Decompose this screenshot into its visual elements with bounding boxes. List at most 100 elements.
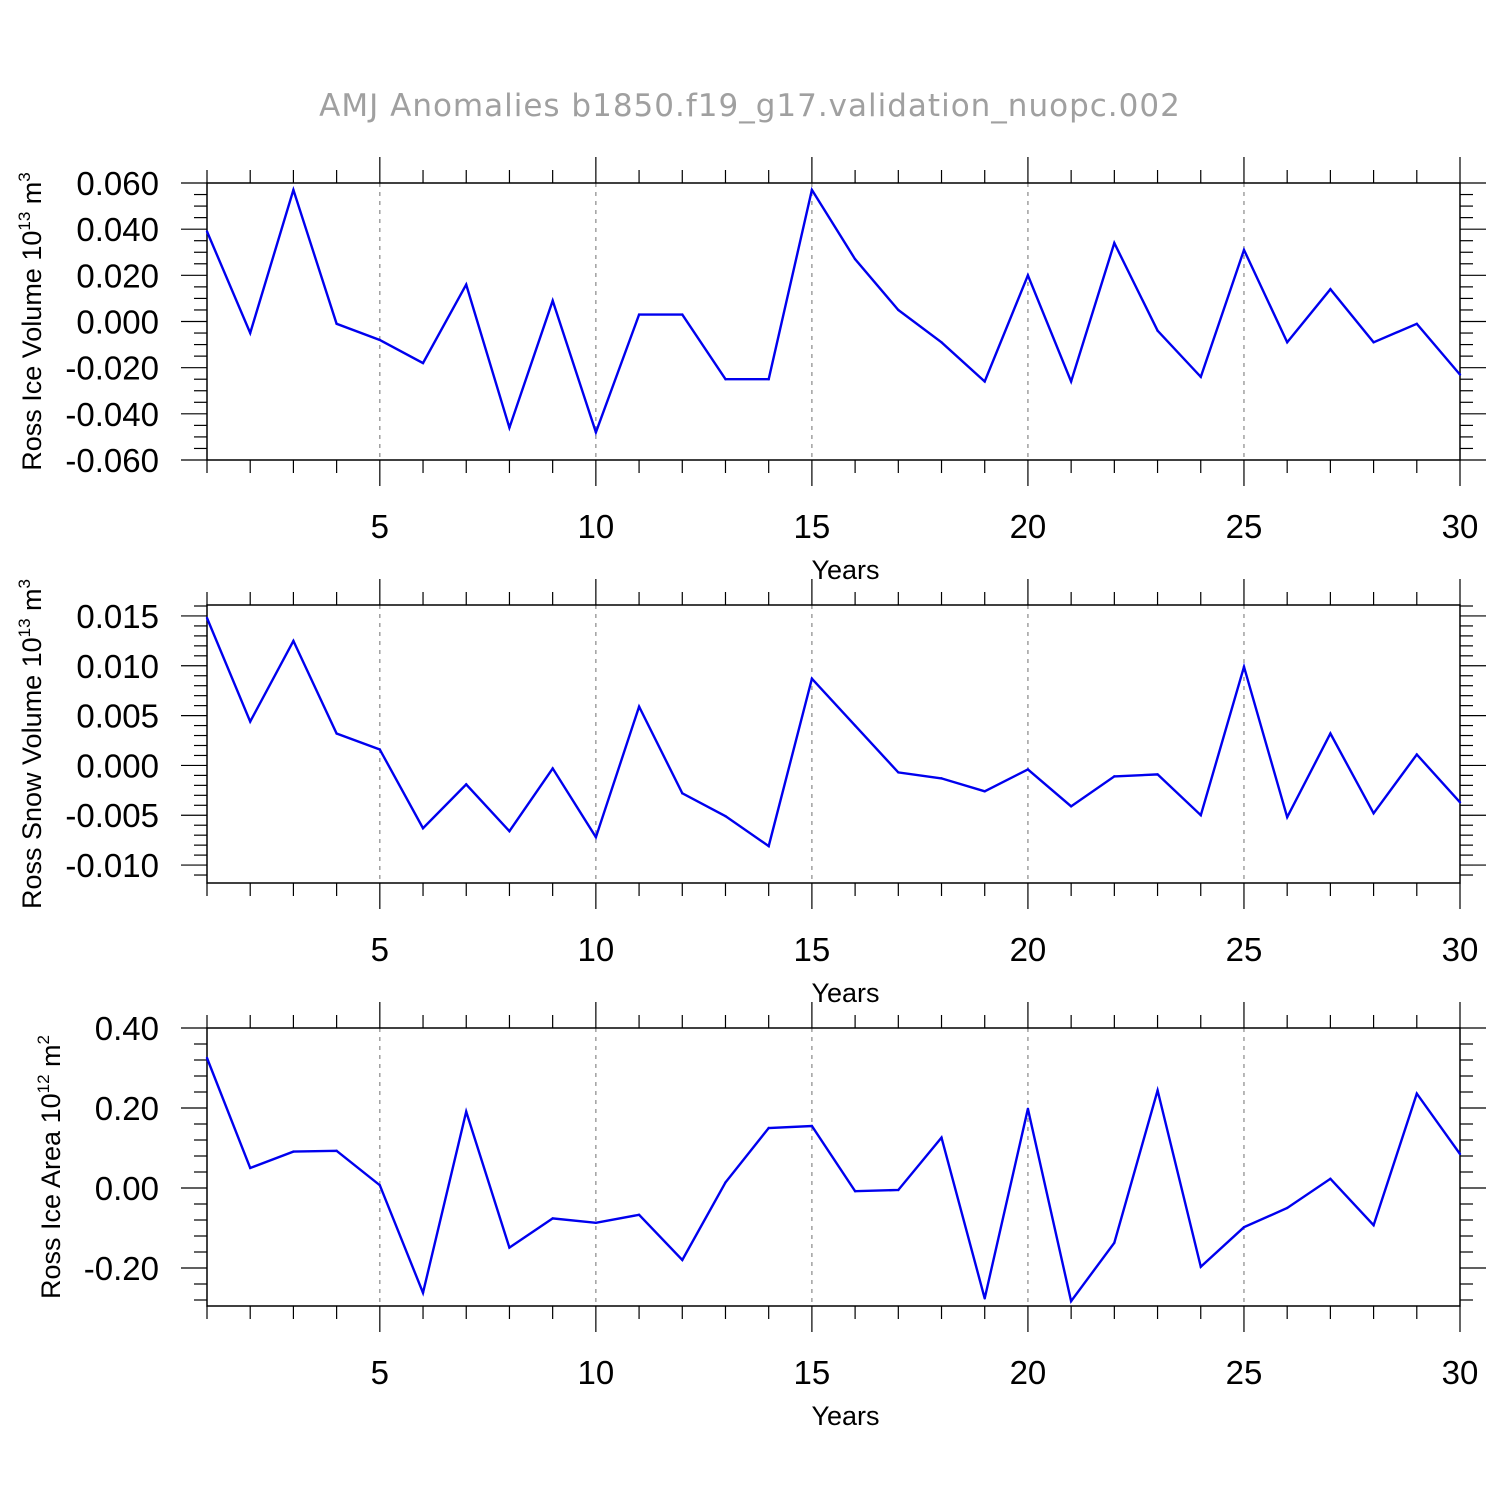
data-point — [1242, 665, 1246, 668]
data-point — [637, 705, 641, 708]
data-point — [1113, 775, 1116, 778]
data-point — [940, 341, 943, 344]
data-point — [853, 724, 857, 727]
data-point — [1415, 1092, 1418, 1095]
y-axis-label-part: m — [36, 1044, 66, 1074]
data-point — [378, 338, 382, 342]
data-point — [508, 1246, 511, 1249]
plot-panel-1: 5 10 15 20 25 30 Years -0.060 -0.040 -0.020 0.000 0… — [15, 157, 1486, 585]
data-point — [205, 1056, 209, 1060]
plot-frame — [206, 1027, 1461, 1307]
data-point — [853, 257, 857, 261]
y-axis-label: Ross Ice Volume 1013 m3 — [15, 172, 47, 471]
plot-frame — [206, 604, 1461, 884]
data-point — [1458, 1152, 1462, 1156]
data-point — [681, 313, 684, 316]
y-axis-label-part: m — [17, 588, 47, 618]
data-point — [1458, 801, 1462, 804]
data-point — [1329, 287, 1332, 291]
y-tick-label: 0.000 — [76, 304, 159, 341]
x-tick-label: 15 — [794, 508, 831, 545]
y-tick-label: -0.020 — [65, 350, 159, 387]
x-tick-label: 10 — [578, 931, 615, 968]
x-tick-label: 30 — [1442, 508, 1479, 545]
data-point — [1329, 1177, 1332, 1181]
x-tick-label: 25 — [1226, 1354, 1263, 1391]
y-tick-label: 0.040 — [76, 211, 159, 248]
y-tick-label: -0.20 — [84, 1250, 159, 1287]
data-point — [1113, 1241, 1116, 1245]
y-axis-label-part: 13 — [15, 212, 34, 231]
x-tick-label: 15 — [794, 1354, 831, 1391]
data-point — [1156, 329, 1159, 332]
data-point — [637, 313, 641, 316]
x-tick-label: 20 — [1010, 1354, 1047, 1391]
y-axis-label-part: Ross Snow Volume 10 — [17, 637, 47, 909]
x-tick-label: 5 — [371, 508, 389, 545]
data-point — [205, 230, 209, 233]
data-point — [335, 1149, 338, 1153]
data-point — [1372, 341, 1375, 344]
data-point — [292, 188, 295, 192]
data-point — [508, 829, 511, 833]
x-tick-label: 25 — [1226, 508, 1263, 545]
data-point — [983, 1297, 986, 1300]
data-point — [681, 792, 684, 795]
data-point — [551, 1217, 554, 1220]
data-point — [1199, 1265, 1202, 1269]
x-tick-label: 30 — [1442, 931, 1479, 968]
data-point — [292, 1150, 295, 1153]
data-point — [249, 1166, 252, 1170]
data-point — [1372, 1224, 1375, 1227]
data-point — [1069, 805, 1073, 808]
data-point — [681, 1258, 684, 1262]
data-point — [1415, 753, 1418, 756]
data-point — [249, 720, 252, 723]
data-point — [378, 1184, 382, 1187]
x-tick-label: 10 — [578, 1354, 615, 1391]
y-axis-label: Ross Ice Area 1012 m2 — [34, 1035, 66, 1299]
data-point — [940, 1136, 943, 1139]
x-axis-label: Years — [811, 978, 879, 1008]
y-axis-label-part: Ross Ice Area 10 — [36, 1093, 66, 1299]
x-tick-label: 25 — [1226, 931, 1263, 968]
y-tick-label: 0.000 — [76, 747, 159, 784]
series-line — [205, 617, 1461, 849]
data-point — [551, 767, 554, 770]
series-line — [205, 1057, 1461, 1305]
y-tick-label: 0.060 — [76, 165, 159, 202]
data-point — [724, 815, 727, 818]
y-axis-label: Ross Snow Volume 1013 m3 — [15, 579, 47, 909]
series-line — [205, 185, 1461, 436]
data-point — [551, 299, 554, 302]
data-point — [853, 1190, 857, 1193]
data-point — [1199, 375, 1202, 379]
data-point — [724, 1181, 727, 1184]
y-tick-label: 0.015 — [76, 598, 159, 635]
y-tick-label: 0.00 — [95, 1170, 159, 1207]
data-point — [465, 783, 468, 786]
data-point — [508, 426, 511, 429]
data-point — [465, 283, 468, 286]
data-point — [421, 826, 425, 830]
data-point — [1415, 322, 1418, 326]
data-point — [897, 771, 900, 774]
y-tick-label: 0.005 — [76, 698, 159, 735]
x-tick-label: 30 — [1442, 1354, 1479, 1391]
x-axis-label: Years — [811, 1401, 879, 1431]
data-point — [940, 777, 943, 780]
x-tick-label: 20 — [1010, 931, 1047, 968]
data-point — [1372, 812, 1375, 815]
data-point — [1156, 773, 1159, 776]
data-point — [767, 844, 770, 848]
y-axis-label-part: Ross Ice Volume 10 — [17, 231, 47, 471]
data-point — [594, 1221, 598, 1225]
x-tick-label: 15 — [794, 931, 831, 968]
data-point — [1285, 1206, 1289, 1210]
y-axis-label-part: 13 — [15, 618, 34, 637]
y-tick-label: -0.060 — [65, 442, 159, 479]
data-point — [335, 322, 338, 326]
data-point — [767, 1126, 770, 1130]
